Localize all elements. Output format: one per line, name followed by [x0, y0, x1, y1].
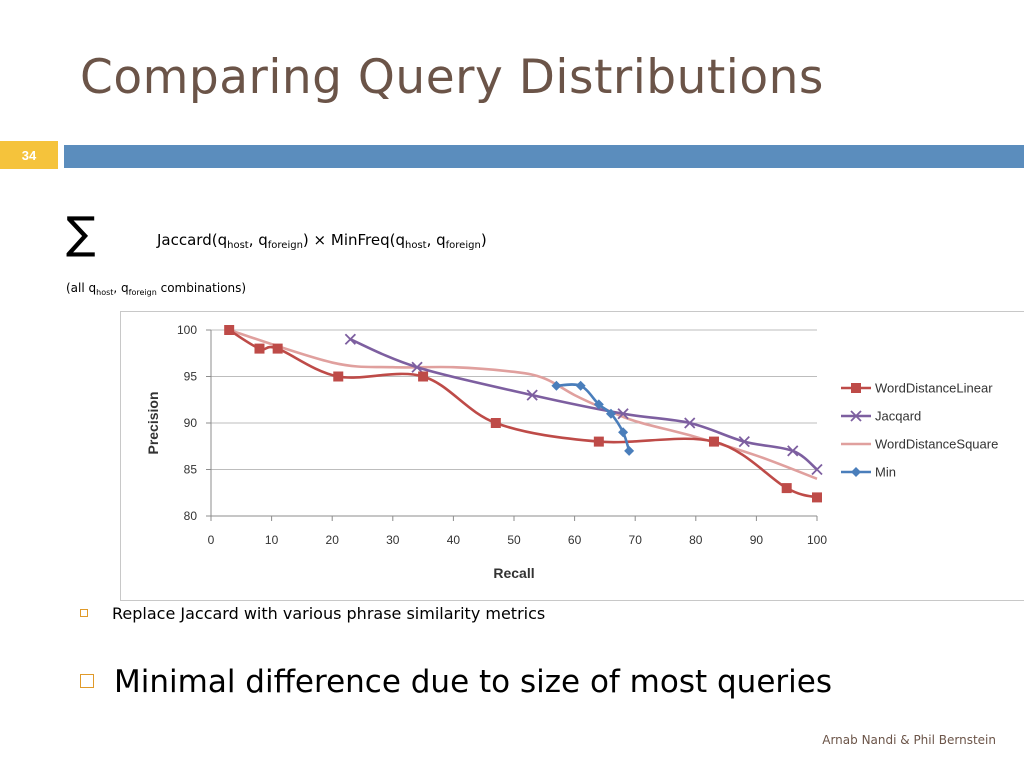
sigma-symbol: ∑ [66, 208, 96, 259]
data-point-WordDistanceLinear [254, 343, 265, 354]
data-point-Jacqard [738, 435, 750, 448]
legend-marker-Jacqard [850, 410, 862, 422]
data-point-WordDistanceLinear [272, 343, 283, 354]
data-point-Jacqard [684, 417, 696, 429]
header-rule [64, 145, 1024, 168]
sum-note-foreign: foreign [128, 288, 157, 297]
series-line-Jacqard [349, 338, 818, 471]
data-point-Min [575, 380, 586, 391]
formula-foreign-sub-2: foreign [445, 240, 481, 251]
x-tick-label: 0 [208, 533, 215, 547]
chart-frame: 80 85 90 95 100 0 10 20 30 40 50 60 70 80 90 100 Recall P… [120, 311, 1024, 601]
y-tick-label: 100 [177, 323, 197, 337]
data-point-WordDistanceLinear [224, 325, 235, 335]
legend-label: Jacqard [875, 409, 921, 424]
bullet-square-icon [80, 673, 94, 688]
sum-note-comma: , q [113, 281, 129, 295]
formula-host-sub: host [227, 240, 249, 251]
data-point-WordDistanceLinear [812, 492, 822, 503]
sum-note: (all qhost, qforeign combinations) [66, 281, 246, 297]
y-axis-title: Precision [145, 391, 161, 454]
formula-comma-2: , q [426, 231, 446, 249]
legend-marker-WordDistanceLinear [851, 383, 861, 393]
data-point-Jacqard [811, 463, 823, 476]
x-tick-label: 50 [507, 533, 521, 547]
x-tick-label: 10 [265, 533, 279, 547]
legend-label: Min [875, 465, 896, 480]
data-point-Jacqard [787, 445, 799, 457]
data-point-WordDistanceLinear [490, 418, 501, 428]
formula-host-sub-2: host [405, 240, 427, 251]
legend-label: WordDistanceLinear [875, 381, 993, 396]
y-tick-label: 85 [184, 463, 198, 477]
x-tick-label: 40 [447, 533, 461, 547]
sum-note-rest: combinations) [156, 281, 247, 295]
x-axis-title: Recall [493, 565, 534, 581]
footer-authors: Arnab Nandi & Phil Bernstein [822, 733, 996, 747]
data-point-WordDistanceLinear [708, 436, 719, 447]
data-point-Jacqard [617, 408, 629, 420]
formula-close: ) [480, 231, 487, 249]
data-point-WordDistanceLinear [418, 371, 429, 382]
data-point-Min [551, 380, 562, 391]
bullet-item-2: Minimal difference due to size of most q… [80, 664, 832, 700]
formula-foreign-sub: foreign [267, 240, 303, 251]
data-point-Min [618, 427, 629, 438]
formula-comma: , q [248, 231, 268, 249]
x-tick-label: 30 [386, 533, 400, 547]
data-point-WordDistanceLinear [333, 371, 344, 382]
legend-marker-Min [851, 467, 861, 477]
x-tick-label: 60 [568, 533, 582, 547]
formula-jaccard: Jaccard(q [157, 231, 228, 249]
sum-note-host: host [96, 288, 114, 297]
series-line-WordDistanceLinear [228, 328, 818, 499]
data-point-Min [593, 399, 604, 410]
bullet-text-1: Replace Jaccard with various phrase simi… [112, 604, 546, 623]
x-tick-label: 20 [326, 533, 340, 547]
data-point-Min [624, 445, 635, 456]
bullet-square-icon [80, 609, 88, 617]
y-tick-label: 95 [184, 370, 198, 384]
formula: Jaccard(qhost, qforeign) ⨯ MinFreq(qhost… [157, 231, 487, 251]
x-tick-label: 70 [629, 533, 643, 547]
bullet-text-2: Minimal difference due to size of most q… [114, 664, 832, 700]
sum-note-open: (all q [66, 281, 97, 295]
x-tick-label: 80 [689, 533, 703, 547]
x-tick-label: 90 [750, 533, 764, 547]
slide-title: Comparing Query Distributions [80, 50, 824, 105]
legend-label: WordDistanceSquare [875, 437, 998, 452]
precision-recall-chart: 80 85 90 95 100 0 10 20 30 40 50 60 70 80 90 100 Recall P… [145, 323, 998, 581]
data-point-Jacqard [411, 361, 423, 373]
data-point-WordDistanceLinear [781, 483, 792, 494]
data-point-Jacqard [344, 333, 357, 345]
data-point-Min [605, 408, 616, 419]
data-point-WordDistanceLinear [593, 436, 604, 447]
series-line-WordDistanceSquare [228, 328, 818, 481]
bullet-item-1: Replace Jaccard with various phrase simi… [80, 604, 545, 623]
y-tick-label: 80 [184, 509, 198, 523]
x-tick-label: 100 [807, 533, 827, 547]
data-point-Jacqard [526, 389, 538, 401]
formula-minfreq: ) ⨯ MinFreq(q [302, 231, 405, 249]
y-tick-label: 90 [184, 416, 198, 430]
slide-number: 34 [0, 141, 58, 169]
